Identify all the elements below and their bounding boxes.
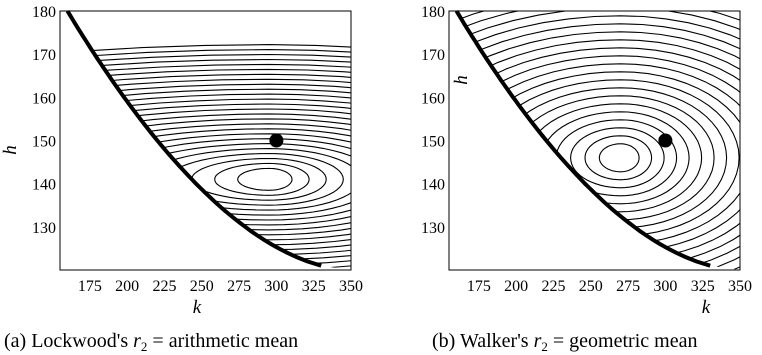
x-tick-label: 225 (152, 278, 176, 295)
panel-a-y-label: h (0, 145, 21, 155)
contour-line (67, 128, 351, 231)
y-tick-label: 130 (32, 220, 56, 237)
contour-line (98, 138, 351, 221)
panel-a-frame (59, 10, 352, 271)
x-tick-label: 350 (728, 278, 752, 295)
panel-a-y-ticks: 130 140 150 160 170 180 (32, 4, 56, 237)
contour-line (456, 11, 740, 270)
x-tick-label: 300 (653, 278, 677, 295)
panel-b-x-ticks: 175 200 225 250 275 300 325 350 (467, 278, 752, 295)
panel-a-marker (269, 133, 284, 148)
x-tick-label: 325 (691, 278, 715, 295)
panel-a-x-label: k (193, 297, 202, 318)
contour-line (67, 83, 351, 270)
contour-line (214, 162, 310, 196)
x-tick-label: 175 (467, 278, 491, 295)
contour-line (67, 68, 351, 270)
x-tick-label: 200 (504, 278, 528, 295)
contour-line (541, 111, 690, 205)
contour-line (456, 63, 740, 253)
contour-line (456, 11, 740, 270)
contour-line (456, 15, 740, 270)
contour-line (144, 148, 351, 211)
contour-line (67, 118, 351, 241)
panel-b-y-ticks: 130 140 150 160 170 180 (421, 4, 445, 237)
contour-line (191, 157, 327, 201)
panel-b-marker (658, 133, 673, 148)
contour-line (456, 23, 740, 270)
panel-b-y-label: h (451, 75, 472, 85)
panel-a-x-ticks: 175 200 225 250 275 300 325 350 (78, 278, 363, 295)
y-tick-label: 150 (421, 134, 445, 151)
panel-a-caption: (a) Lockwood's r2 = arithmetic mean (4, 330, 298, 354)
x-tick-label: 250 (190, 278, 214, 295)
panel-b: 175 200 225 250 275 300 325 350 130 140 150 160 170… (421, 4, 752, 354)
y-tick-label: 160 (421, 90, 445, 107)
y-tick-label: 140 (32, 177, 56, 194)
x-tick-label: 200 (115, 278, 139, 295)
contour-line (456, 11, 740, 270)
contour-line (237, 167, 293, 191)
y-tick-label: 160 (32, 90, 56, 107)
contour-line (167, 152, 344, 206)
panel-b-caption: (b) Walker's r2 = geometric mean (432, 330, 697, 354)
panel-b-contours (456, 11, 740, 270)
contour-line (67, 93, 351, 266)
panel-b-x-label: k (702, 297, 711, 318)
x-tick-label: 275 (227, 278, 251, 295)
panel-b-frame (448, 10, 741, 271)
contour-line (456, 31, 740, 270)
y-tick-label: 170 (421, 47, 445, 64)
contour-line (512, 95, 715, 221)
y-tick-label: 180 (421, 4, 445, 21)
x-tick-label: 275 (616, 278, 640, 295)
contour-line (75, 133, 351, 226)
x-tick-label: 350 (339, 278, 363, 295)
contour-line (67, 58, 351, 270)
contour-line (498, 87, 728, 229)
x-tick-label: 175 (78, 278, 102, 295)
x-tick-label: 225 (541, 278, 565, 295)
contour-line (67, 98, 351, 261)
contour-line (456, 11, 740, 270)
x-tick-label: 250 (579, 278, 603, 295)
y-tick-label: 170 (32, 47, 56, 64)
contour-line (570, 127, 665, 189)
y-tick-label: 140 (421, 177, 445, 194)
contour-line (67, 88, 351, 270)
contour-line (456, 55, 740, 261)
x-tick-label: 325 (302, 278, 326, 295)
y-tick-label: 130 (421, 220, 445, 237)
contour-line (456, 11, 740, 270)
contour-line (456, 39, 740, 270)
contour-line (456, 47, 740, 269)
y-tick-label: 150 (32, 134, 56, 151)
panel-b-boundary (454, 9, 711, 268)
contour-line (584, 135, 653, 181)
contour-line (598, 143, 640, 173)
contour-line (67, 73, 351, 270)
contour-line (483, 79, 740, 237)
panel-a-boundary (65, 9, 322, 268)
contour-line (555, 119, 678, 197)
x-tick-label: 300 (264, 278, 288, 295)
y-tick-label: 180 (32, 4, 56, 21)
panel-a: 175 200 225 250 275 300 325 350 130 140 150 160 170… (0, 4, 363, 354)
